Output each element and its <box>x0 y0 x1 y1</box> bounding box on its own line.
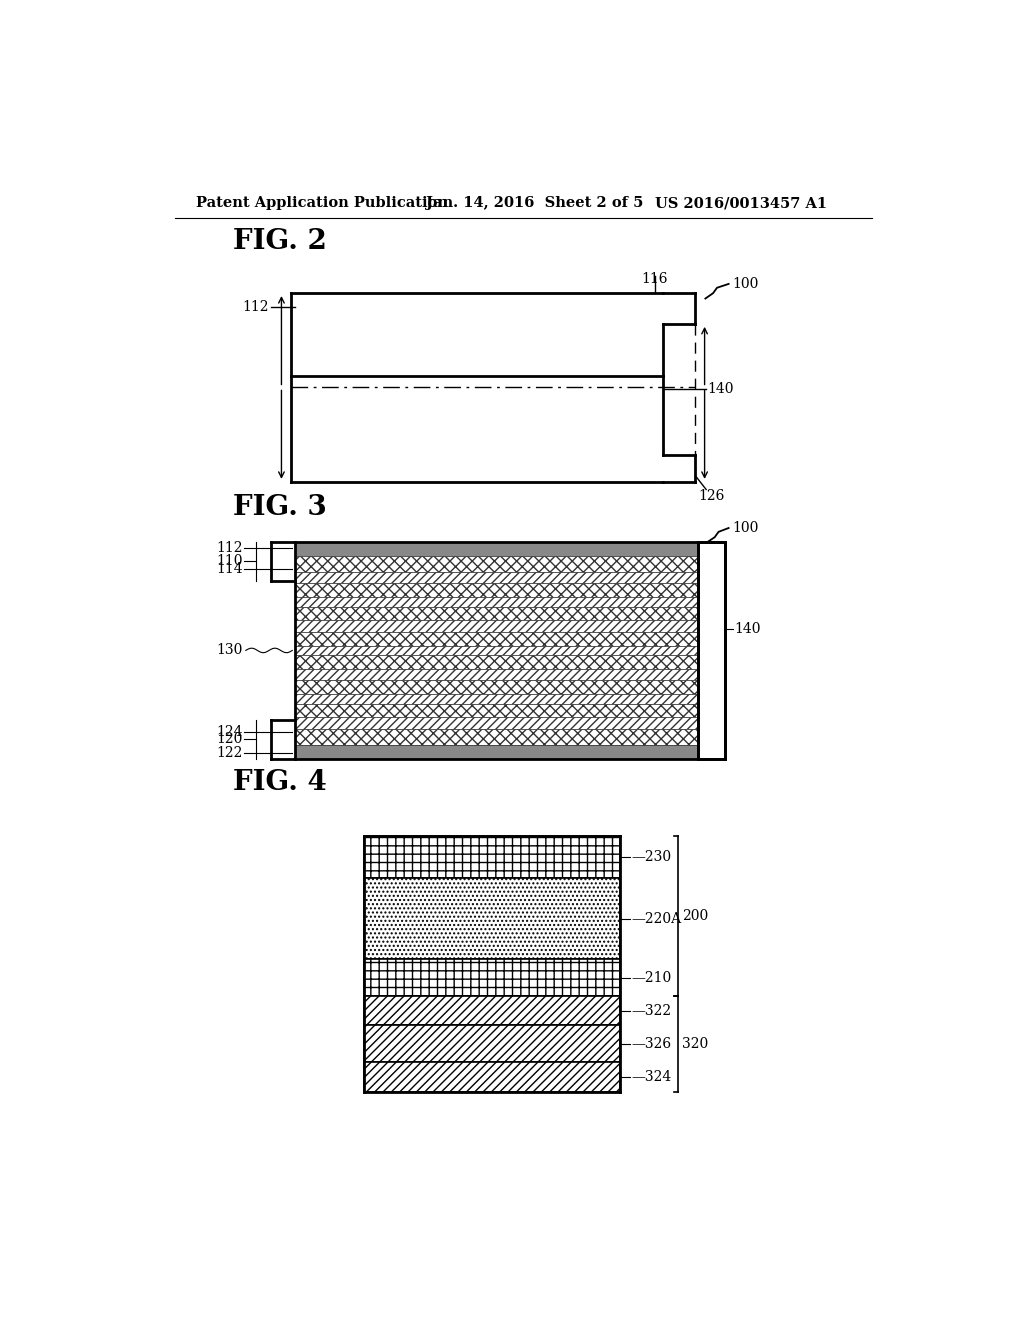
Text: 120: 120 <box>216 733 243 746</box>
Bar <box>365 960 621 997</box>
Text: FIG. 3: FIG. 3 <box>232 494 327 520</box>
Bar <box>295 681 697 694</box>
Bar <box>295 620 697 632</box>
Text: Jan. 14, 2016  Sheet 2 of 5: Jan. 14, 2016 Sheet 2 of 5 <box>426 197 644 210</box>
Bar <box>295 645 697 655</box>
Text: 116: 116 <box>642 272 669 286</box>
Text: FIG. 4: FIG. 4 <box>232 768 327 796</box>
Bar <box>295 718 697 729</box>
Text: —210: —210 <box>632 970 672 985</box>
Text: Patent Application Publication: Patent Application Publication <box>197 197 449 210</box>
Text: 320: 320 <box>682 1038 709 1051</box>
Bar <box>295 655 697 669</box>
Bar <box>295 694 697 704</box>
Bar <box>295 632 697 645</box>
Bar <box>365 878 621 960</box>
Text: 112: 112 <box>243 300 269 314</box>
Text: —326: —326 <box>632 1038 672 1051</box>
Bar <box>365 836 621 878</box>
Bar <box>295 669 697 681</box>
Bar <box>295 704 697 718</box>
Text: 130: 130 <box>216 643 243 657</box>
Text: 122: 122 <box>216 746 243 760</box>
Bar <box>295 607 697 620</box>
Bar <box>295 583 697 598</box>
Text: 114: 114 <box>216 562 243 577</box>
Text: 100: 100 <box>732 521 759 535</box>
Text: 140: 140 <box>708 383 734 396</box>
Bar <box>697 541 725 759</box>
Bar <box>295 541 697 556</box>
Text: 110: 110 <box>216 554 243 569</box>
Text: 112: 112 <box>216 541 243 554</box>
Text: 126: 126 <box>698 488 725 503</box>
Text: —230: —230 <box>632 850 672 865</box>
Bar <box>295 598 697 607</box>
Bar <box>365 1063 621 1092</box>
Text: FIG. 2: FIG. 2 <box>232 228 327 255</box>
Text: 200: 200 <box>682 909 709 923</box>
Bar <box>295 729 697 744</box>
Text: US 2016/0013457 A1: US 2016/0013457 A1 <box>655 197 827 210</box>
Bar <box>295 744 697 759</box>
Text: 100: 100 <box>732 277 759 290</box>
Text: 140: 140 <box>734 622 761 636</box>
Bar <box>365 997 621 1026</box>
Bar <box>295 572 697 583</box>
Bar <box>365 1026 621 1063</box>
Text: —322: —322 <box>632 1003 672 1018</box>
Text: —220A: —220A <box>632 912 682 925</box>
Bar <box>295 556 697 572</box>
Text: 124: 124 <box>216 725 243 739</box>
Text: —324: —324 <box>632 1071 672 1084</box>
